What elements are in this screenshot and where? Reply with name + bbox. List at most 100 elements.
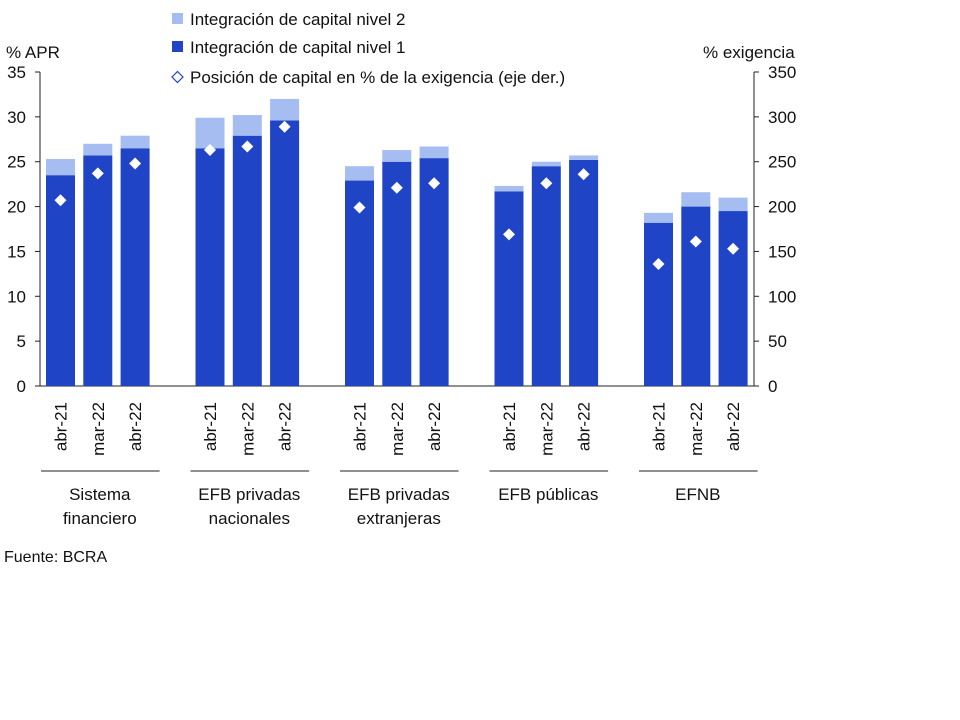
bar-nivel-1 <box>419 158 449 386</box>
bar-nivel-2 <box>419 146 449 159</box>
category-label: abr-21 <box>52 402 71 451</box>
right-tick-label: 200 <box>768 198 796 217</box>
right-axis-label: % exigencia <box>703 43 795 62</box>
bar-nivel-1 <box>232 135 262 386</box>
bar-nivel-1 <box>681 206 711 386</box>
right-tick-label: 150 <box>768 242 796 261</box>
bar-nivel-1 <box>644 222 673 386</box>
bar-nivel-2 <box>270 98 300 121</box>
legend-label: Posición de capital en % de la exigencia… <box>190 68 565 87</box>
category-label: abr-22 <box>425 402 444 451</box>
bar-nivel-2 <box>681 192 711 207</box>
category-label: mar-22 <box>388 402 407 456</box>
left-axis-label: % APR <box>6 43 60 62</box>
capital-position-marker <box>390 181 403 194</box>
group-label: EFB privadas <box>348 485 450 504</box>
left-tick-label: 10 <box>7 287 26 306</box>
capital-position-marker <box>278 120 291 133</box>
bar-nivel-1 <box>195 148 225 386</box>
bar-nivel-2 <box>531 161 561 167</box>
left-tick-label: 30 <box>7 108 26 127</box>
category-label: abr-22 <box>575 402 594 451</box>
bar-nivel-1 <box>83 155 113 386</box>
category-label: abr-22 <box>724 402 743 451</box>
bars <box>46 98 748 387</box>
legend-swatch <box>172 41 183 52</box>
capital-position-marker <box>428 177 441 190</box>
category-label: mar-22 <box>687 402 706 456</box>
capital-position-marker <box>577 168 590 181</box>
capital-position-marker <box>689 235 702 248</box>
group-label: EFNB <box>675 485 720 504</box>
legend: Integración de capital nivel 2 Integració… <box>171 10 565 87</box>
capital-position-marker <box>241 140 254 153</box>
capital-position-marker <box>727 242 740 255</box>
bar-nivel-2 <box>345 166 374 181</box>
capital-position-marker <box>54 194 67 207</box>
right-tick-label: 350 <box>768 63 796 82</box>
right-tick-label: 50 <box>768 332 787 351</box>
left-tick-label: 0 <box>17 377 26 396</box>
category-label: mar-22 <box>238 402 257 456</box>
left-tick-label: 25 <box>7 153 26 172</box>
bar-nivel-1 <box>46 175 75 386</box>
group-label: nacionales <box>209 509 290 528</box>
bar-nivel-2 <box>46 159 75 176</box>
bar-nivel-2 <box>195 117 225 149</box>
left-tick-label: 20 <box>7 198 26 217</box>
category-label: mar-22 <box>537 402 556 456</box>
category-label: abr-21 <box>650 402 669 451</box>
group-label: EFB privadas <box>198 485 300 504</box>
group-label: extranjeras <box>357 509 441 528</box>
category-label: abr-21 <box>500 402 519 451</box>
markers <box>54 120 740 270</box>
bar-nivel-1 <box>270 120 300 387</box>
bar-nivel-2 <box>644 212 673 223</box>
group-label: EFB públicas <box>498 485 598 504</box>
capital-position-marker <box>652 257 665 270</box>
bar-nivel-1 <box>494 191 524 386</box>
capital-position-marker <box>204 144 216 157</box>
bar-nivel-1 <box>120 148 150 386</box>
bar-nivel-1 <box>382 161 412 386</box>
right-tick-label: 100 <box>768 287 796 306</box>
bar-nivel-2 <box>83 143 113 156</box>
category-labels: abr-21 mar-22 abr-22 abr-21 mar-22 abr-22 abr-… <box>52 402 744 456</box>
bar-nivel-1 <box>531 166 561 386</box>
capital-position-marker <box>503 228 515 241</box>
category-label: abr-21 <box>351 402 370 451</box>
bar-nivel-2 <box>120 135 150 149</box>
right-tick-label: 250 <box>768 153 796 172</box>
category-label: mar-22 <box>89 402 108 456</box>
bar-nivel-2 <box>494 185 524 192</box>
category-label: abr-22 <box>276 402 295 451</box>
group-labels: Sistema financiero EFB privadas nacionales E… <box>41 470 758 528</box>
left-tick-label: 15 <box>7 242 26 261</box>
right-tick-label: 0 <box>768 377 777 396</box>
right-tick-label: 300 <box>768 108 796 127</box>
right-axis: 0 50 100 150 200 250 300 350 <box>753 63 796 396</box>
legend-marker <box>171 70 184 84</box>
legend-label: Integración de capital nivel 1 <box>190 38 405 57</box>
bar-nivel-2 <box>382 150 412 162</box>
category-label: abr-21 <box>201 402 220 451</box>
bar-nivel-2 <box>232 115 262 136</box>
group-label: financiero <box>63 509 137 528</box>
bar-nivel-2 <box>718 197 748 212</box>
bar-nivel-1 <box>345 180 374 386</box>
source-note: Fuente: BCRA <box>4 549 107 566</box>
legend-swatch <box>172 13 183 24</box>
bar-nivel-1 <box>718 211 748 386</box>
capital-position-marker <box>353 201 366 214</box>
group-label: Sistema <box>69 485 131 504</box>
capital-position-marker <box>91 167 104 180</box>
bar-nivel-1 <box>569 159 599 386</box>
legend-label: Integración de capital nivel 2 <box>190 10 405 29</box>
left-tick-label: 35 <box>7 63 26 82</box>
left-tick-label: 5 <box>17 332 26 351</box>
left-axis: 0 5 10 15 20 25 30 35 <box>7 63 754 396</box>
capital-position-marker <box>129 157 142 170</box>
bar-nivel-2 <box>569 155 599 160</box>
category-label: abr-22 <box>126 402 145 451</box>
